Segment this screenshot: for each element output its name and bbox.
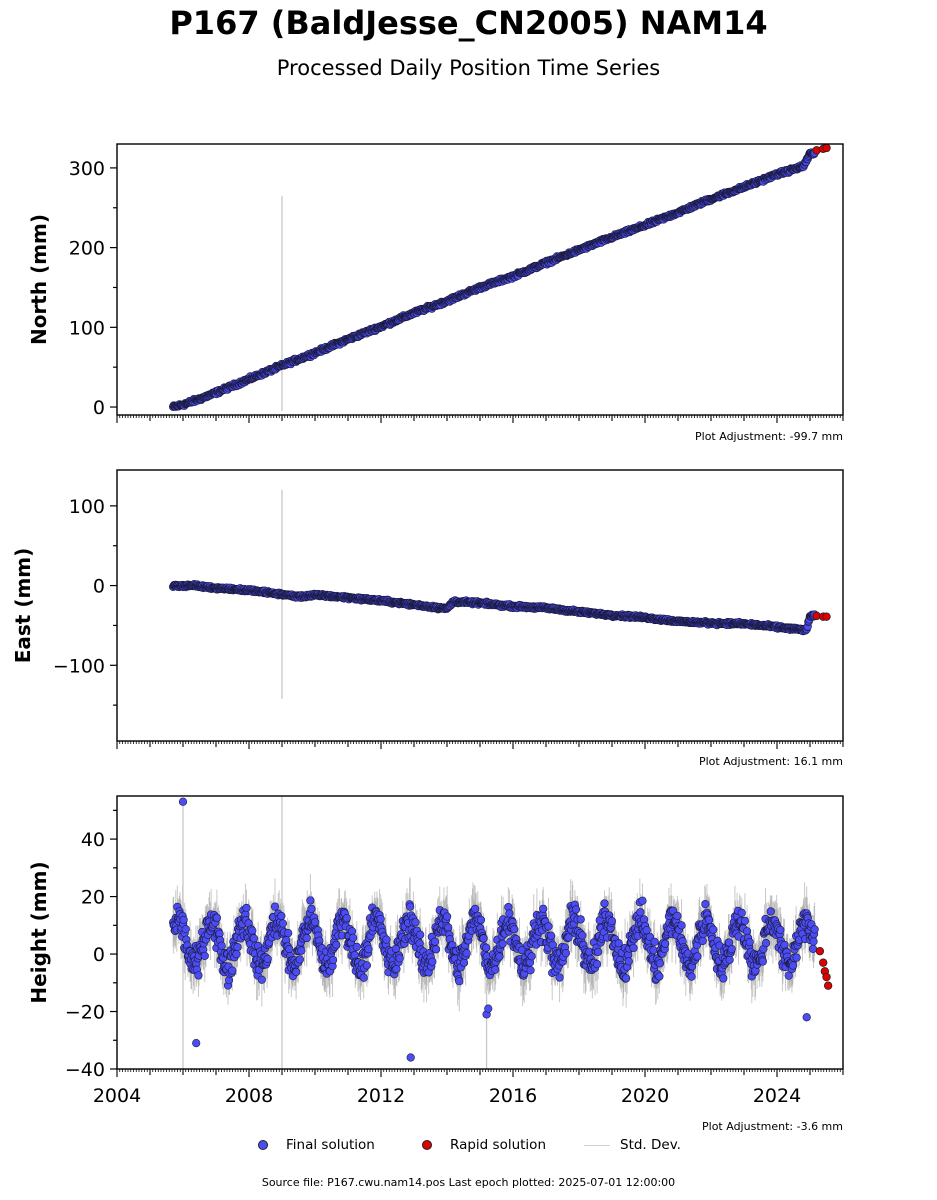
north-plot-area bbox=[169, 144, 831, 412]
rapid-point bbox=[822, 612, 831, 621]
east-rapid-points bbox=[812, 611, 831, 621]
y-tick-label: 200 bbox=[69, 238, 105, 260]
east-plot-adjustment: Plot Adjustment: 16.1 mm bbox=[699, 755, 843, 768]
east-panel: 100 0 −100 East (mm) Plot Adjustment: 16.1 m… bbox=[11, 469, 844, 768]
y-tick-label: 0 bbox=[93, 397, 105, 419]
east-plot-area bbox=[169, 489, 831, 699]
north-plot-adjustment: Plot Adjustment: -99.7 mm bbox=[695, 430, 843, 443]
north-frame bbox=[116, 143, 844, 416]
east-final-points bbox=[169, 580, 819, 636]
rapid-point bbox=[822, 144, 831, 153]
chart-subtitle: Processed Daily Position Time Series bbox=[276, 56, 661, 80]
y-tick-label: 300 bbox=[69, 158, 105, 180]
y-tick-label: 100 bbox=[69, 496, 105, 518]
north-rapid-points bbox=[812, 144, 831, 155]
y-tick-label: −100 bbox=[53, 655, 105, 677]
north-axis-label: North (mm) bbox=[27, 214, 51, 345]
north-panel: 0 100 200 300 North (mm) Plot Adjustment: -99… bbox=[27, 143, 844, 443]
y-tick-label: 100 bbox=[69, 317, 105, 339]
chart-title: P167 (BaldJesse_CN2005) NAM14 bbox=[169, 4, 768, 42]
y-tick-label: 0 bbox=[93, 576, 105, 598]
north-final-points bbox=[169, 148, 819, 411]
east-axis-label: East (mm) bbox=[11, 548, 35, 664]
height-plot-area bbox=[169, 796, 833, 1069]
